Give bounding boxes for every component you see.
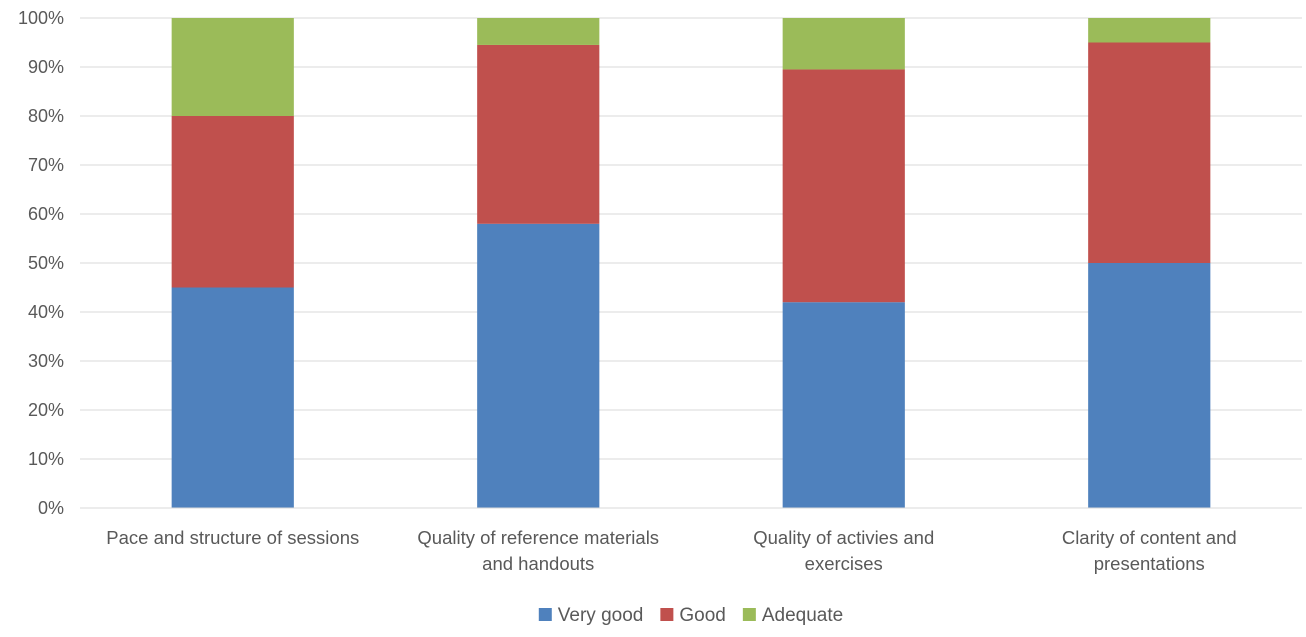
bar-segment-adequate [782, 18, 905, 70]
bar-segment-very-good [1088, 263, 1211, 508]
y-tick-label: 40% [28, 302, 64, 322]
category-label: Pace and structure of sessions [106, 527, 359, 548]
y-tick-label: 50% [28, 253, 64, 273]
category-label: Quality of activies and [753, 527, 934, 548]
bar-segment-good [1088, 42, 1211, 263]
legend-swatch [538, 608, 552, 621]
category-label: Clarity of content and [1062, 527, 1237, 548]
bar-segment-very-good [477, 223, 600, 509]
bar-segment-adequate [477, 18, 600, 45]
y-tick-label: 100% [18, 8, 64, 28]
legend-label: Good [679, 605, 725, 626]
y-tick-label: 60% [28, 204, 64, 224]
bar-segment-good [171, 116, 294, 288]
category-labels: Pace and structure of sessions Quality of… [106, 527, 1236, 574]
legend-swatch [660, 608, 674, 621]
legend-swatch [742, 608, 756, 621]
category-label: Quality of reference materials [417, 527, 659, 548]
legend: Very good Good Adequate [538, 605, 843, 626]
legend-label: Adequate [762, 605, 843, 626]
legend-label: Very good [558, 605, 644, 626]
y-tick-label: 90% [28, 57, 64, 77]
y-tick-label: 70% [28, 155, 64, 175]
category-label: presentations [1094, 553, 1205, 574]
bar-segment-very-good [782, 302, 905, 508]
y-tick-label: 80% [28, 106, 64, 126]
y-tick-label: 20% [28, 400, 64, 420]
y-tick-label: 0% [38, 498, 64, 518]
bar-segment-good [477, 44, 600, 224]
bar-segment-very-good [171, 287, 294, 508]
y-tick-label: 10% [28, 449, 64, 469]
category-label: and handouts [482, 553, 594, 574]
bars [171, 18, 1211, 509]
category-label: exercises [805, 553, 883, 574]
y-axis-ticks: 0% 10% 20% 30% 40% 50% 60% 70% 80% 90% 100% [18, 8, 64, 518]
bar-segment-adequate [171, 18, 294, 116]
bar-segment-adequate [1088, 18, 1211, 43]
y-tick-label: 30% [28, 351, 64, 371]
bar-segment-good [782, 69, 905, 303]
